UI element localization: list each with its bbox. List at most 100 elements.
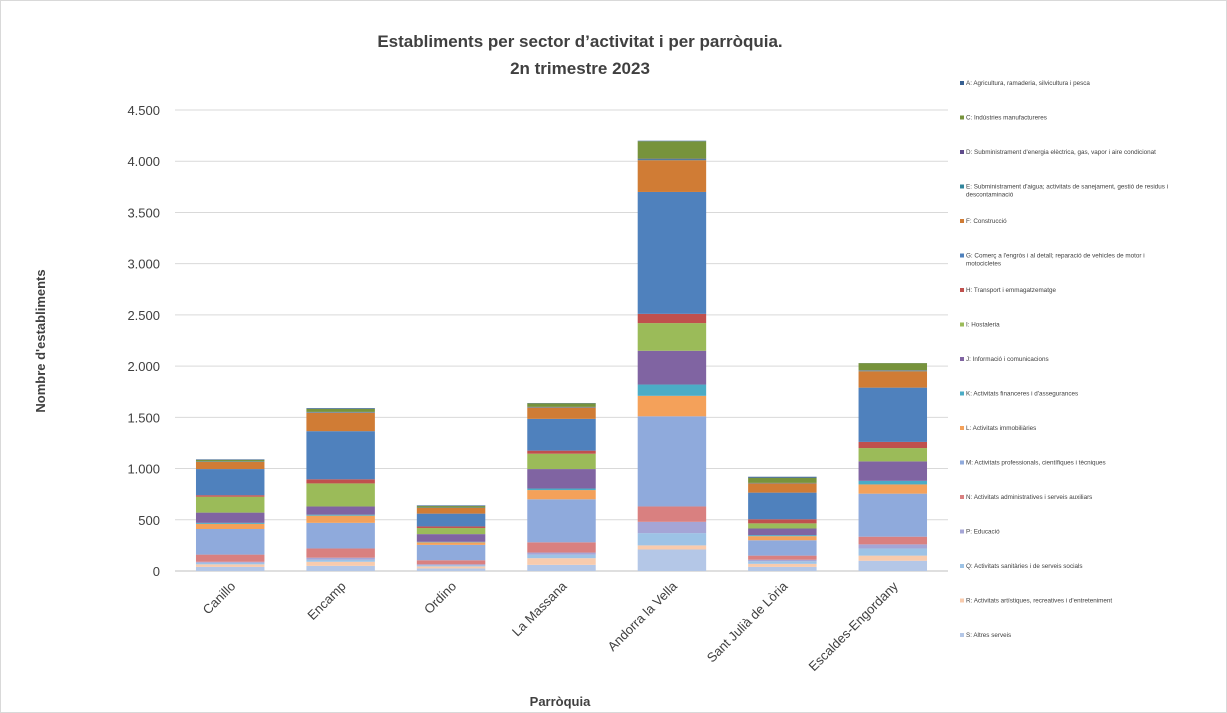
bar-segment: [637, 140, 707, 142]
bar-segment: [416, 564, 486, 566]
legend-swatch: [960, 81, 964, 85]
y-tick-label: 2.500: [127, 308, 160, 323]
bars: [195, 140, 928, 571]
bar-segment: [527, 418, 596, 451]
y-tick-label: 4.500: [127, 103, 160, 118]
bar-segment: [637, 158, 707, 160]
bar-segment: [527, 554, 596, 559]
legend-label: Q: Activitats sanitàries i de serveis so…: [966, 563, 1083, 570]
legend-label: C: Indústries manufactureres: [966, 115, 1047, 122]
legend-swatch: [960, 357, 964, 361]
bar-segment: [748, 555, 817, 560]
bar-segment: [637, 521, 707, 534]
bar-segment: [416, 506, 486, 508]
legend-label: K: Activitats financeres i d'assegurance…: [966, 391, 1078, 398]
legend-swatch: [960, 495, 964, 499]
bar-segment: [416, 507, 486, 514]
bar-segment: [527, 450, 596, 454]
bar-segment: [416, 544, 486, 561]
bar-segment: [637, 191, 707, 314]
bar-segment: [858, 387, 928, 442]
bar-segment: [195, 522, 265, 524]
legend-label: I: Hostaleria: [966, 322, 1000, 329]
legend-swatch: [960, 426, 964, 430]
bar-segment: [195, 461, 265, 470]
y-axis-title: Nombre d'establiments: [33, 269, 48, 412]
bar-segment: [637, 395, 707, 417]
bar-segment: [748, 476, 817, 478]
y-tick-label: 4.000: [127, 154, 160, 169]
bar-segment: [527, 403, 596, 407]
legend-label: A: Agricultura, ramaderia, silvicultura …: [966, 80, 1090, 87]
legend-swatch: [960, 115, 964, 120]
legend-swatch: [960, 460, 964, 465]
bar-segment: [748, 559, 817, 562]
bar-segment: [637, 384, 707, 396]
gridlines: [175, 109, 948, 572]
bar-segment: [306, 522, 375, 549]
legend-swatch: [960, 150, 964, 154]
x-axis-title: Parròquia: [530, 694, 591, 709]
bar-segment: [416, 542, 486, 545]
bar-segment: [306, 514, 375, 516]
y-tick-label: 1.000: [127, 462, 160, 477]
bar-segment: [527, 564, 596, 571]
bar-segment: [416, 565, 486, 567]
bar-segment: [637, 416, 707, 507]
bar-segment: [858, 544, 928, 549]
bar-segment: [195, 459, 265, 462]
bar-segment: [637, 323, 707, 351]
bar-segment: [637, 159, 707, 161]
bar-segment: [306, 515, 375, 523]
y-tick-label: 2.000: [127, 359, 160, 374]
bar-segment: [306, 431, 375, 480]
bar-segment: [416, 527, 486, 535]
bar-segment: [858, 363, 928, 371]
bar-segment: [748, 535, 817, 537]
bar-segment: [306, 557, 375, 560]
bar-segment: [748, 528, 817, 536]
legend-swatch: [960, 391, 964, 396]
legend-label: J: Informació i comunicacions: [966, 356, 1049, 363]
legend-label: E: Subministrament d'aigua; activitats d…: [966, 184, 1168, 199]
y-tick-label: 1.500: [127, 410, 160, 425]
bar-segment: [858, 560, 928, 571]
y-tick-label: 0: [153, 564, 160, 579]
bar-segment: [195, 562, 265, 565]
x-tick-label: La Massana: [509, 578, 570, 639]
bar-segment: [637, 545, 707, 550]
x-tick-label: Escaldes-Engordany: [805, 578, 901, 674]
bar-segment: [306, 479, 375, 484]
bar-segment: [306, 561, 375, 566]
legend-swatch: [960, 598, 964, 603]
bar-segment: [527, 542, 596, 553]
bar-segment: [416, 513, 486, 527]
bar-segment: [637, 533, 707, 546]
bar-segment: [748, 492, 817, 520]
bar-segment: [748, 523, 817, 529]
legend-label: F: Construcció: [966, 218, 1007, 225]
bar-segment: [195, 566, 265, 571]
bar-segment: [858, 493, 928, 537]
legend-swatch: [960, 219, 964, 223]
bar-segment: [195, 554, 265, 562]
y-tick-label: 500: [138, 513, 160, 528]
y-tick-label: 3.500: [127, 205, 160, 220]
x-tick-label: Andorra la Vella: [605, 578, 681, 654]
bar-segment: [748, 483, 817, 493]
bar-segment: [858, 370, 928, 372]
legend-swatch: [960, 633, 964, 637]
bar-segment: [195, 496, 265, 513]
bar-segment: [748, 566, 817, 571]
bar-segment: [195, 528, 265, 555]
bar-segment: [858, 548, 928, 556]
bar-segment: [858, 484, 928, 494]
bar-segment: [195, 561, 265, 563]
bar-segment: [306, 483, 375, 507]
bar-segment: [416, 505, 486, 507]
bar-segment: [858, 448, 928, 462]
bar-segment: [527, 552, 596, 555]
bar-segment: [306, 408, 375, 412]
